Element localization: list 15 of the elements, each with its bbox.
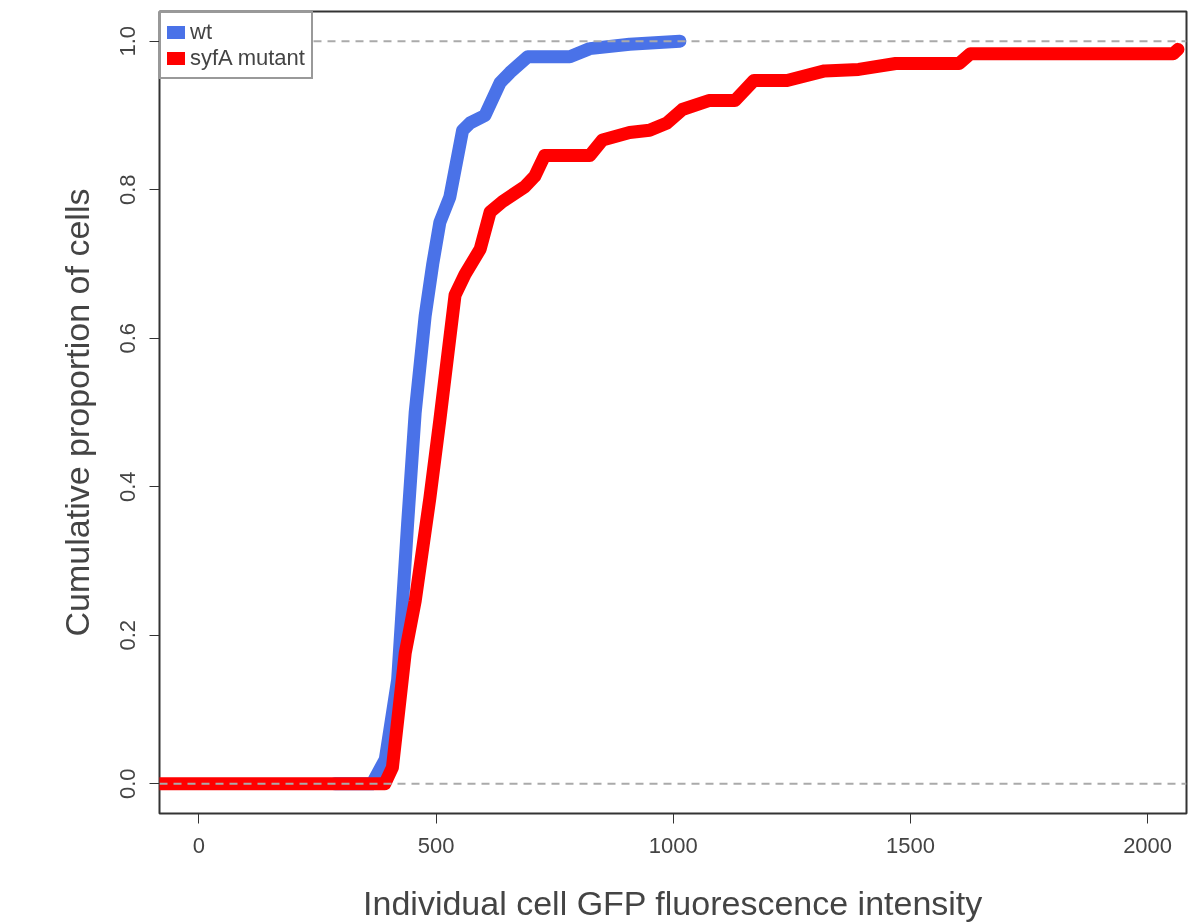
y-tick-label: 0.6 <box>115 322 141 354</box>
y-tick-label: 0.8 <box>115 174 141 206</box>
x-tick-label: 1500 <box>885 832 935 858</box>
x-axis-title: Individual cell GFP fluorescence intensity <box>363 883 983 922</box>
y-tick-label: 1.0 <box>115 25 141 57</box>
y-tick-label: 0.0 <box>115 768 141 800</box>
x-tick-label: 500 <box>417 832 455 858</box>
x-tick-label: 1000 <box>648 832 698 858</box>
x-tick-label: 0 <box>192 832 205 858</box>
y-tick-label: 0.2 <box>115 619 141 651</box>
x-tick-label: 2000 <box>1123 832 1173 858</box>
y-tick-label: 0.4 <box>115 471 141 503</box>
legend-label: wt <box>190 19 212 45</box>
legend-label: syfA mutant <box>190 45 305 71</box>
y-axis-title: Cumulative proportion of cells <box>57 188 96 637</box>
